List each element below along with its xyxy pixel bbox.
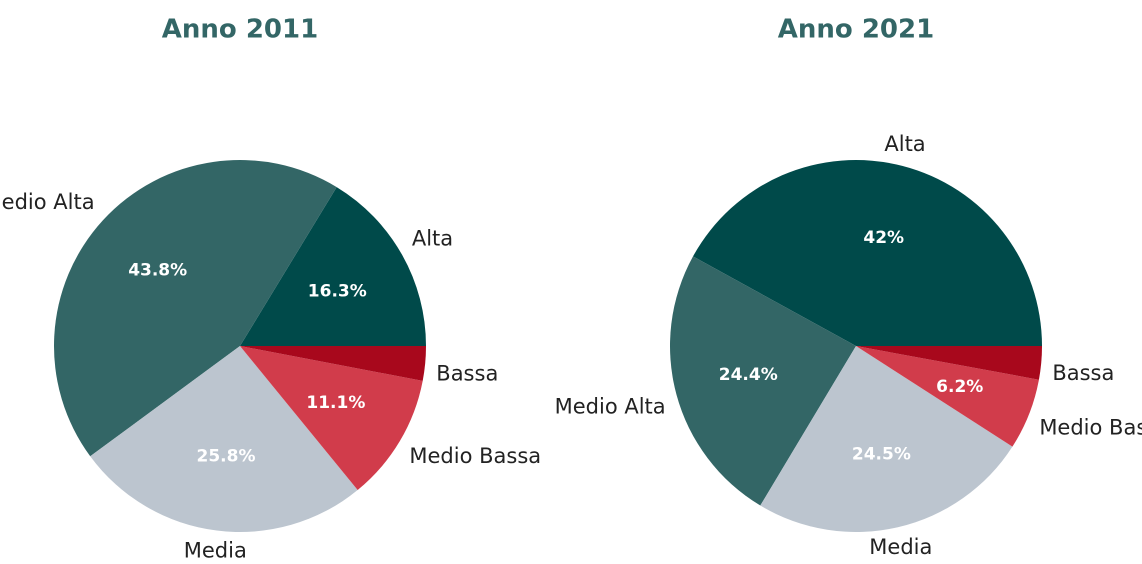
value-label: 6.2% bbox=[936, 377, 983, 397]
pie-slice bbox=[856, 346, 1039, 447]
value-label: 24.5% bbox=[852, 445, 911, 465]
value-label: 24.4% bbox=[719, 365, 778, 385]
value-label: 11.1% bbox=[306, 393, 365, 413]
chart-title: Anno 2011 bbox=[162, 15, 318, 45]
pie-slice bbox=[53, 159, 337, 457]
slice-label: Media bbox=[184, 539, 247, 563]
pie-slice bbox=[670, 256, 856, 506]
pie-slice bbox=[240, 187, 426, 346]
pie-slice bbox=[856, 346, 1042, 380]
value-label: 42% bbox=[863, 228, 904, 248]
pie-slice bbox=[240, 346, 426, 381]
pie-slice bbox=[90, 346, 358, 532]
pie-slice bbox=[240, 346, 423, 491]
slice-label: Alta bbox=[884, 132, 925, 156]
value-label: 16.3% bbox=[308, 281, 367, 301]
slice-label: Bassa bbox=[436, 362, 498, 386]
chart-title: Anno 2021 bbox=[778, 15, 934, 45]
slice-label: Alta bbox=[412, 226, 453, 250]
value-label: 43.8% bbox=[128, 261, 187, 281]
slice-label: Medio Alta bbox=[555, 394, 666, 418]
value-label: 25.8% bbox=[197, 447, 256, 467]
pie-slice bbox=[760, 346, 1013, 532]
pie-slice bbox=[693, 160, 1042, 346]
slice-label: Medio Bassa bbox=[409, 444, 541, 468]
slice-label: Medio Bassa bbox=[1039, 416, 1142, 440]
slice-label: Bassa bbox=[1052, 361, 1114, 385]
slice-label: Media bbox=[869, 535, 932, 559]
slice-label: Medio Alta bbox=[0, 190, 95, 214]
